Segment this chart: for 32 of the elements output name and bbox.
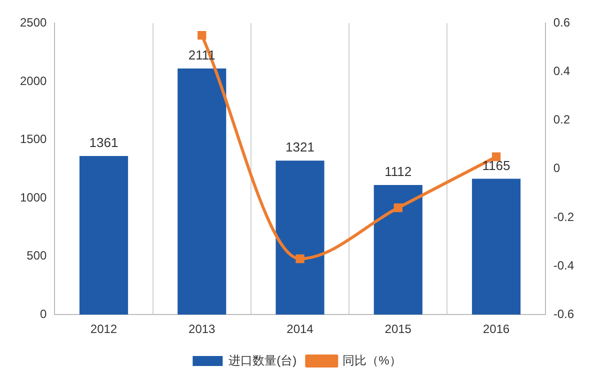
x-tick-label: 2013 [188, 322, 216, 336]
legend-label: 同比（%） [342, 353, 402, 368]
data-label: 1321 [286, 140, 314, 155]
y2-tick-label: -0.6 [553, 306, 574, 321]
data-label: 1361 [89, 135, 118, 150]
y2-tick-label: 0.2 [553, 112, 570, 127]
y-tick-label: 1000 [20, 190, 48, 204]
y-tick-label: 1500 [20, 132, 48, 146]
legend-label: 进口数量(台) [228, 353, 297, 368]
x-tick-label: 2015 [384, 322, 412, 336]
y-tick-label: 0 [40, 306, 48, 321]
data-label: 1112 [384, 164, 412, 180]
bar [276, 160, 324, 315]
x-tick-label: 2016 [482, 322, 510, 336]
y-tick-label: 500 [26, 248, 48, 263]
y-tick-label: 2000 [20, 74, 48, 88]
y2-tick-label: 0.4 [553, 64, 570, 78]
y2-tick-label: -0.4 [553, 258, 574, 272]
y2-tick-label: -0.2 [553, 210, 574, 224]
bar [374, 184, 422, 315]
point [296, 254, 304, 264]
x-tick-label: 2014 [286, 322, 314, 336]
y-tick-label: 2500 [20, 16, 48, 30]
data-label: 1165 [482, 158, 510, 173]
bar [178, 68, 226, 315]
point [394, 203, 402, 212]
x-tick-label: 2012 [90, 322, 118, 336]
y2-tick-label: 0 [553, 161, 560, 176]
bar [79, 156, 128, 315]
bar [472, 178, 521, 315]
y2-tick-label: 0.6 [553, 16, 570, 30]
point [198, 31, 206, 40]
